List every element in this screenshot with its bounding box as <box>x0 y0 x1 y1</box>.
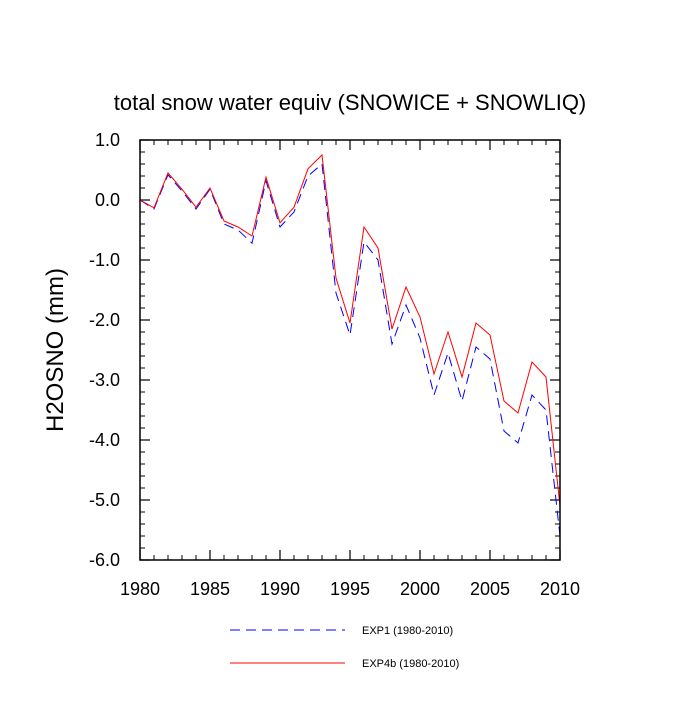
y-tick-label: -1.0 <box>89 250 120 270</box>
legend-label: EXP1 (1980-2010) <box>362 625 453 637</box>
y-axis-label: H2OSNO (mm) <box>42 268 69 432</box>
x-tick-label: 1980 <box>120 579 160 599</box>
minor-ticks <box>140 140 560 560</box>
series-layer <box>139 153 561 537</box>
series-line-exp4b <box>139 153 561 507</box>
x-tick-label: 2010 <box>540 579 580 599</box>
x-tick-label: 2000 <box>400 579 440 599</box>
x-tick-label: 1990 <box>260 579 300 599</box>
y-tick-label: -2.0 <box>89 310 120 330</box>
x-tick-label: 2005 <box>470 579 510 599</box>
chart-title: total snow water equiv (SNOWICE + SNOWLI… <box>114 90 587 115</box>
tick-labels: 1980 1985 1990 1995 2000 2005 2010 1.0 0.0 -1.0 -2… <box>89 130 580 599</box>
y-tick-label: 1.0 <box>95 130 120 150</box>
x-tick-label: 1985 <box>190 579 230 599</box>
y-tick-label: -3.0 <box>89 370 120 390</box>
y-tick-label: 0.0 <box>95 190 120 210</box>
y-tick-label: -4.0 <box>89 430 120 450</box>
legend-label: EXP4b (1980-2010) <box>362 658 459 670</box>
major-ticks <box>139 139 561 561</box>
y-tick-label: -5.0 <box>89 490 120 510</box>
legend: EXP1 (1980-2010) EXP4b (1980-2010) <box>230 625 459 670</box>
y-tick-label: -6.0 <box>89 550 120 570</box>
series-line-exp1 <box>139 163 561 537</box>
plot-frame <box>139 139 561 561</box>
x-tick-label: 1995 <box>330 579 370 599</box>
